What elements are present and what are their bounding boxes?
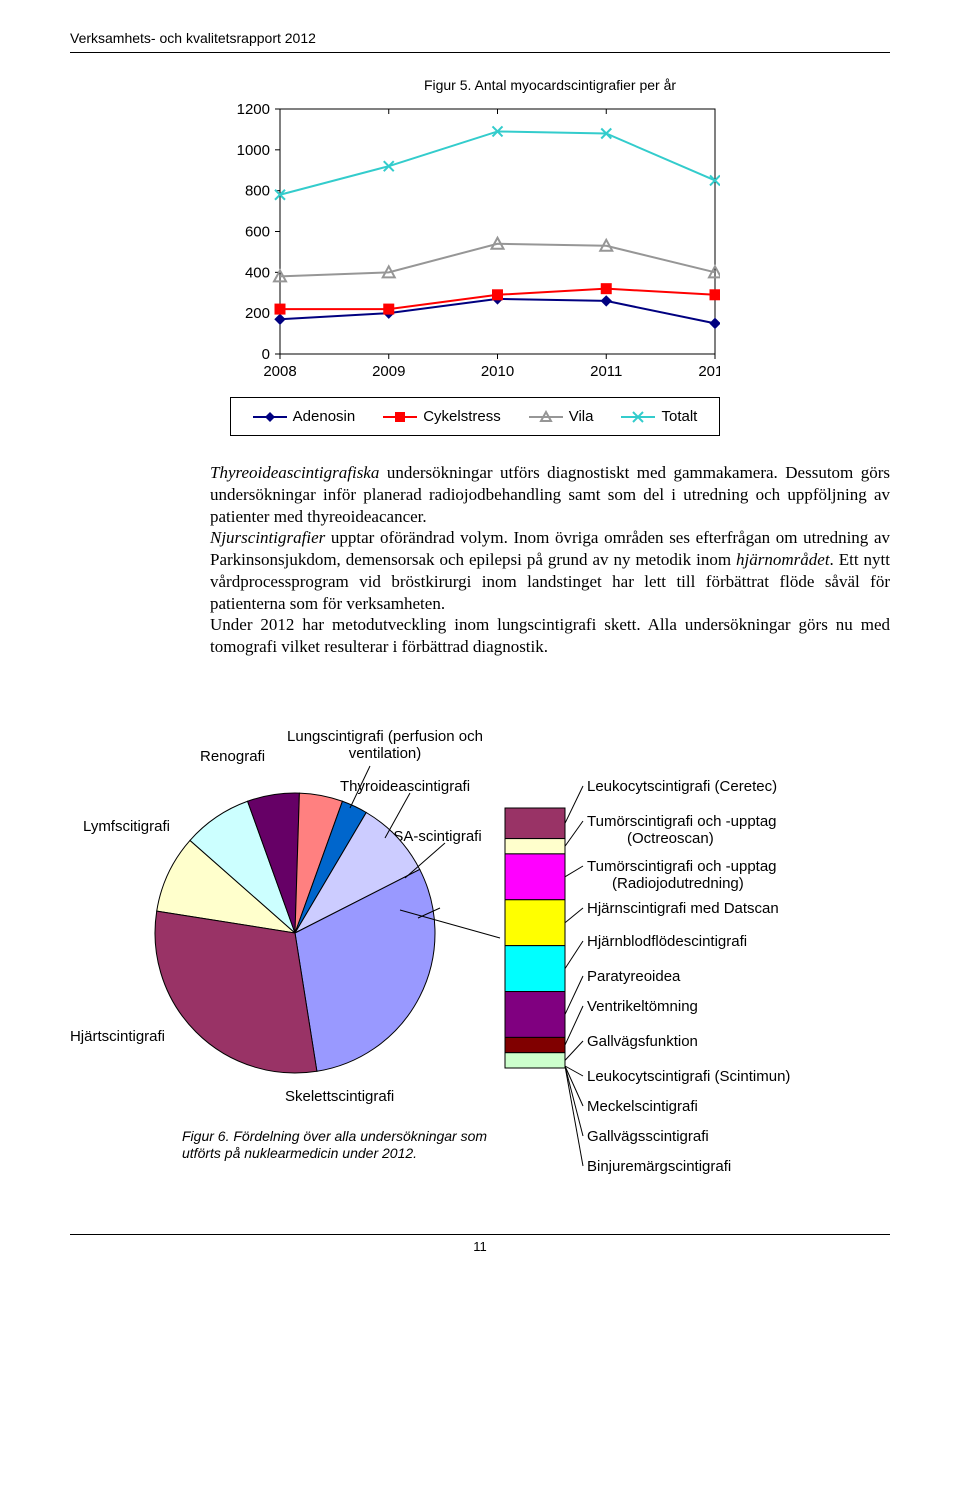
legend-item: Vila xyxy=(529,408,594,425)
legend-text: Adenosin xyxy=(293,408,356,425)
svg-text:2009: 2009 xyxy=(372,363,405,379)
figure5-caption: Figur 5. Antal myocardscintigrafier per … xyxy=(210,77,890,93)
legend-text: Vila xyxy=(569,408,594,425)
svg-text:600: 600 xyxy=(245,224,270,241)
para1-lead: Thyreoideascintigrafiska xyxy=(210,463,379,482)
stack-label: Tumörscintigrafi och -upptag(Octreoscan) xyxy=(587,813,777,848)
legend-item: Cykelstress xyxy=(383,408,501,425)
svg-text:2010: 2010 xyxy=(481,363,514,379)
page-header-title: Verksamhets- och kvalitetsrapport 2012 xyxy=(70,30,890,46)
stack-label: Binjuremärgscintigrafi xyxy=(587,1158,731,1175)
legend-item: Adenosin xyxy=(253,408,356,425)
figure5-legend: Adenosin Cykelstress Vila Totalt xyxy=(230,397,720,436)
svg-text:1200: 1200 xyxy=(237,101,270,118)
svg-text:800: 800 xyxy=(245,183,270,200)
svg-text:400: 400 xyxy=(245,264,270,281)
footer-rule xyxy=(70,1234,890,1235)
legend-text: Totalt xyxy=(661,408,697,425)
stack-label: Gallvägsscintigrafi xyxy=(587,1128,709,1145)
svg-text:200: 200 xyxy=(245,305,270,322)
para3: Under 2012 har metodutveckling inom lung… xyxy=(210,614,890,658)
header-rule xyxy=(70,52,890,53)
svg-text:1000: 1000 xyxy=(237,142,270,159)
stack-label: Hjärnblodflödescintigrafi xyxy=(587,933,747,950)
para2-lead: Njurscintigrafier xyxy=(210,528,325,547)
page-number: 11 xyxy=(70,1239,890,1254)
para2-italic2: hjärnområdet xyxy=(736,550,830,569)
stack-label: Hjärnscintigrafi med Datscan xyxy=(587,900,779,917)
stack-label: Leukocytscintigrafi (Ceretec) xyxy=(587,778,777,795)
svg-text:0: 0 xyxy=(262,346,270,363)
stack-label: Paratyreoidea xyxy=(587,968,680,985)
stack-label: Gallvägsfunktion xyxy=(587,1033,698,1050)
body-paragraph: Thyreoideascintigrafiska undersökningar … xyxy=(210,462,890,658)
figure6: Lymfscitigrafi Renografi Hjärtscintigraf… xyxy=(70,688,890,1218)
legend-item: Totalt xyxy=(621,408,697,425)
svg-text:2011: 2011 xyxy=(590,363,622,379)
stack-label: Tumörscintigrafi och -upptag(Radiojodutr… xyxy=(587,858,777,893)
svg-text:2012: 2012 xyxy=(698,363,720,379)
svg-text:2008: 2008 xyxy=(263,363,296,379)
stack-label: Leukocytscintigrafi (Scintimun) xyxy=(587,1068,790,1085)
stack-label: Ventrikeltömning xyxy=(587,998,698,1015)
legend-text: Cykelstress xyxy=(423,408,501,425)
figure5-linechart: 0 200 400 600 800 1000 1200 2008 2009 2010 2011 201… xyxy=(230,99,890,379)
stack-label: Meckelscintigrafi xyxy=(587,1098,698,1115)
figure6-caption: Figur 6. Fördelning över alla undersökni… xyxy=(182,1128,512,1162)
